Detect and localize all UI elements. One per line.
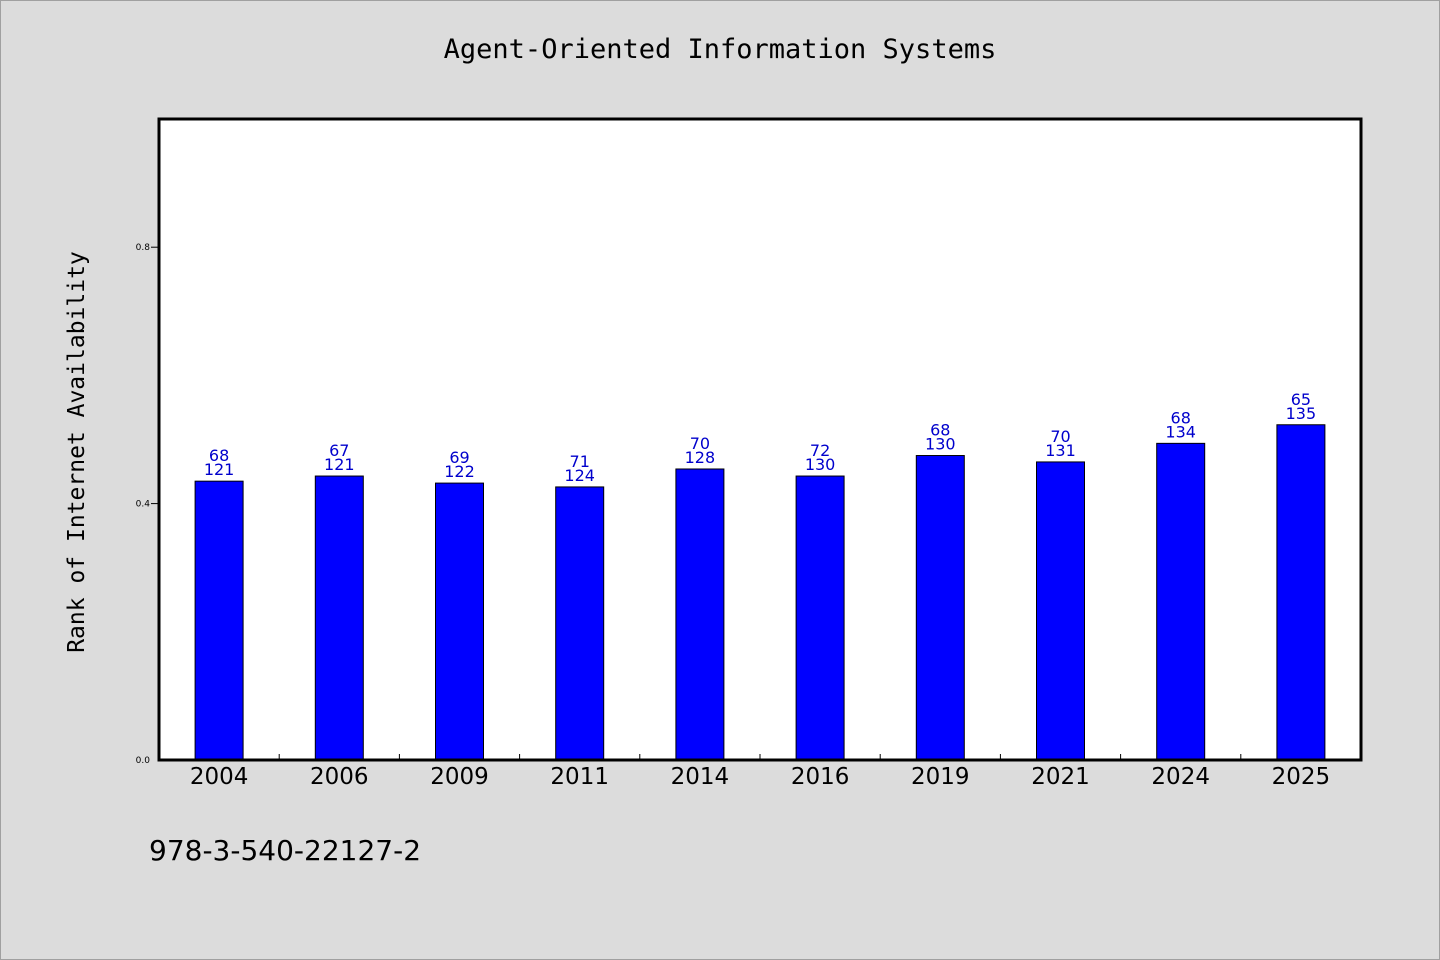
data-label-top: 67 xyxy=(329,441,349,460)
bar-2024 xyxy=(1156,442,1206,761)
data-label-top: 69 xyxy=(449,448,469,467)
data-label-top: 72 xyxy=(810,441,830,460)
x-tick-label: 2006 xyxy=(310,764,369,790)
x-tick-label: 2011 xyxy=(550,764,609,790)
data-label-bottom: 121 xyxy=(324,455,355,474)
data-label-bottom: 128 xyxy=(685,448,716,467)
bar-2021 xyxy=(1036,461,1085,761)
bar-2025 xyxy=(1276,424,1326,761)
bar-2014 xyxy=(675,468,725,761)
bar-2004 xyxy=(194,480,244,761)
bar-2019 xyxy=(915,455,965,761)
x-tick-label: 2009 xyxy=(430,764,489,790)
x-ticks-group: 2004 2006 2009 2011 2014 2016 2019 2021 2024 2025 xyxy=(190,754,1330,790)
data-label-bottom: 134 xyxy=(1165,422,1196,441)
data-label-bottom: 130 xyxy=(805,455,836,474)
plot-border xyxy=(157,117,1363,762)
x-tick-label: 2021 xyxy=(1031,764,1090,790)
x-tick-label: 2024 xyxy=(1151,764,1210,790)
data-label-top: 70 xyxy=(690,434,710,453)
data-label-top: 68 xyxy=(1171,408,1191,427)
x-tick-label: 2025 xyxy=(1272,764,1331,790)
data-label-top: 71 xyxy=(570,452,590,471)
data-label-bottom: 130 xyxy=(925,435,956,454)
bar-2006 xyxy=(314,475,364,761)
bars-group xyxy=(194,424,1326,761)
bar-2011 xyxy=(555,486,605,761)
data-label-bottom: 131 xyxy=(1045,441,1076,460)
y-ticks-group: 0.0 0.4 0.8 xyxy=(136,243,159,766)
bar-2016 xyxy=(795,475,845,761)
data-label-top: 68 xyxy=(209,446,229,465)
y-tick-label: 0.4 xyxy=(136,500,151,510)
data-label-top: 65 xyxy=(1291,390,1311,409)
data-label-bottom: 121 xyxy=(204,460,235,479)
data-label-top: 70 xyxy=(1050,427,1070,446)
y-tick-label: 0.8 xyxy=(136,243,151,253)
x-tick-label: 2004 xyxy=(190,764,249,790)
data-label-bottom: 122 xyxy=(444,462,475,481)
data-label-bottom: 124 xyxy=(564,466,595,485)
chart-title: Agent-Oriented Information Systems xyxy=(443,34,997,65)
bar-2009 xyxy=(435,482,484,761)
y-tick-label: 0.0 xyxy=(136,756,151,766)
data-label-bottom: 135 xyxy=(1286,404,1317,423)
x-tick-label: 2014 xyxy=(671,764,730,790)
data-label-top: 68 xyxy=(930,421,950,440)
x-tick-label: 2019 xyxy=(911,764,970,790)
x-tick-label: 2016 xyxy=(791,764,850,790)
footer-isbn: 978-3-540-22127-2 xyxy=(149,834,422,867)
